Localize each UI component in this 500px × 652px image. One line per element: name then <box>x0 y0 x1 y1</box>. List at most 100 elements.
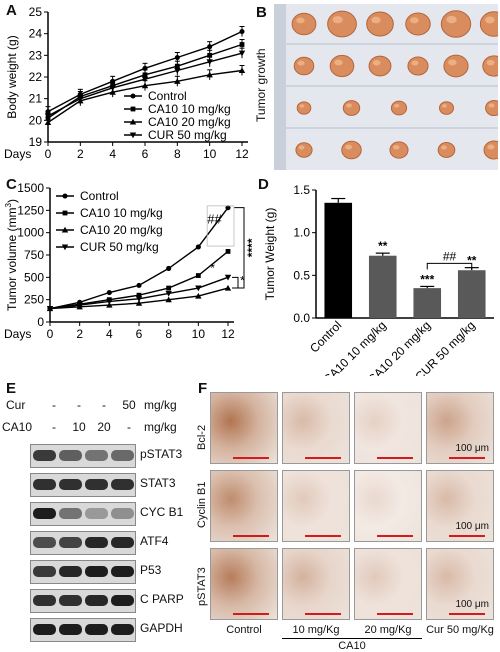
tumor <box>291 12 317 36</box>
tumor-highlight <box>371 16 381 24</box>
legend-marker <box>62 210 68 216</box>
blot-band <box>111 479 134 490</box>
legend-marker <box>130 93 136 99</box>
data-point <box>195 273 201 278</box>
tumor <box>327 10 357 38</box>
x-tick-label: 10 <box>203 147 217 161</box>
blot-label: P53 <box>140 563 162 577</box>
legend-marker <box>130 106 136 112</box>
ruler <box>274 4 286 170</box>
significance-bracket <box>426 262 473 270</box>
y-tick-label: 25 <box>29 5 43 19</box>
blot-band <box>111 537 134 548</box>
legend-entry: CA10 10 mg/kg <box>80 206 163 220</box>
legend-marker <box>129 132 137 139</box>
tumor <box>440 10 472 38</box>
legend-entry: CA10 10 mg/kg <box>148 102 231 116</box>
data-point <box>174 54 180 61</box>
ca10-dose-value: - <box>52 420 56 434</box>
tumor-highlight <box>394 103 400 108</box>
blot-strip <box>30 560 136 584</box>
data-point <box>207 52 213 58</box>
bar <box>324 202 353 318</box>
ihc-image: 100 μm <box>426 392 494 464</box>
x-tick-label: 2 <box>76 327 83 341</box>
scale-bar <box>449 613 485 615</box>
bracket-label: ## <box>443 249 457 263</box>
y-tick-label: 1500 <box>17 181 44 195</box>
blot-label: C PARP <box>140 592 184 606</box>
y-axis-label: Body weight (g) <box>5 35 19 118</box>
blot-band <box>85 537 108 548</box>
tumor-highlight <box>393 145 400 150</box>
blot-label: STAT3 <box>140 476 176 490</box>
blot-band <box>59 479 82 490</box>
cur-label: Cur <box>6 398 26 412</box>
ihc-image <box>354 548 422 620</box>
tumor-highlight <box>486 59 495 66</box>
tumor-highlight <box>299 104 305 108</box>
data-point <box>225 249 231 254</box>
data-point <box>44 113 52 120</box>
data-point <box>109 85 116 92</box>
data-point <box>44 119 52 126</box>
tumor-highlight <box>296 17 305 24</box>
star-annotation-1: * <box>210 261 215 275</box>
data-point <box>195 292 202 299</box>
star-annotation-2: * <box>240 273 245 287</box>
tumor-highlight <box>297 60 305 66</box>
data-point <box>238 50 246 57</box>
x-tick-label: 8 <box>165 327 172 341</box>
blot-band <box>85 479 108 490</box>
legend-entry: Control <box>80 189 119 203</box>
blot-band <box>33 508 56 519</box>
x-tick-label: 6 <box>136 327 143 341</box>
blot-band <box>85 508 108 519</box>
ihc-image <box>354 470 422 542</box>
data-point <box>224 274 232 281</box>
scale-bar <box>449 535 485 537</box>
ca10-dose-value: - <box>127 420 131 434</box>
significance-stars: **** <box>245 238 258 257</box>
ihc-image: 100 μm <box>426 548 494 620</box>
data-point <box>141 76 149 83</box>
tumor <box>296 101 312 115</box>
ihc-row-label: Bcl-2 <box>196 424 208 450</box>
tumor-highlight <box>487 144 495 150</box>
tumor-growth-label: Tumor growth <box>254 48 268 122</box>
tumor-highlight <box>485 16 495 24</box>
scale-bar <box>305 457 341 459</box>
blot-band <box>59 508 82 519</box>
data-point <box>239 28 245 35</box>
ca10-dose-value: 10 <box>72 420 86 434</box>
tumor <box>405 12 431 36</box>
panel-label-f: F <box>198 380 208 397</box>
significance-label: ** <box>378 239 388 253</box>
tumor-highlight <box>441 104 447 108</box>
data-point <box>166 265 172 271</box>
data-point <box>174 67 181 74</box>
tumor-highlight <box>411 60 419 66</box>
tumor <box>437 142 456 158</box>
blot-strip <box>30 502 136 526</box>
blot-band <box>85 595 108 606</box>
y-axis-label: Tumor Weight (g) <box>263 208 277 301</box>
blot-band <box>59 595 82 606</box>
blot-band <box>59 450 82 461</box>
y-tick-label: 1000 <box>17 226 44 240</box>
y-tick-label: 1250 <box>17 203 44 217</box>
blot-band <box>111 595 134 606</box>
data-point <box>136 292 142 298</box>
tumor <box>483 140 498 160</box>
ihc-column-label: Cur 50 mg/Kg <box>426 624 494 636</box>
scale-label: 100 μm <box>455 521 489 532</box>
blot-band <box>33 479 56 490</box>
panel-label-a: A <box>6 2 17 19</box>
cur-dose-value: 50 <box>122 398 136 412</box>
data-point <box>76 302 83 309</box>
tumor-photo-panel: Tumor growth <box>254 4 498 170</box>
bar <box>413 288 442 318</box>
tumor-photo <box>274 4 498 170</box>
blot-band <box>33 595 56 606</box>
